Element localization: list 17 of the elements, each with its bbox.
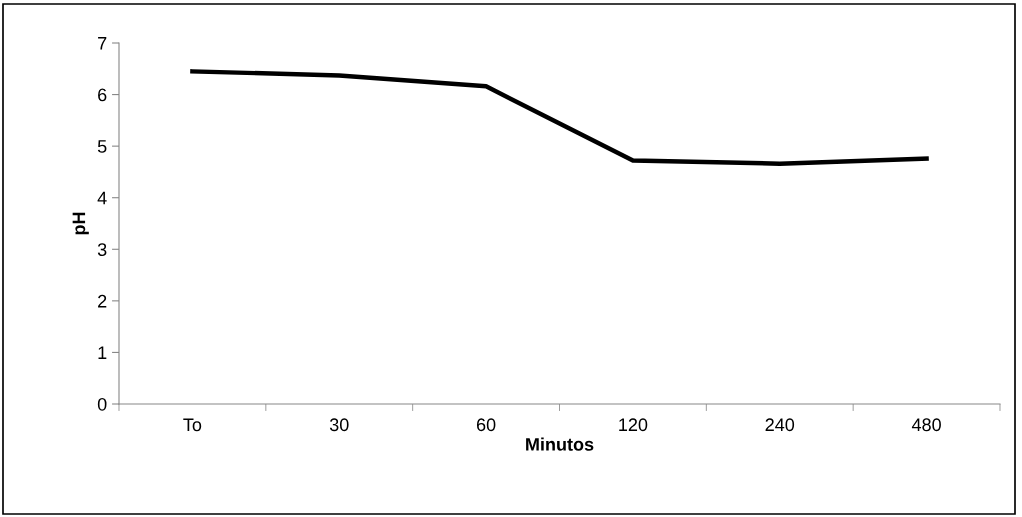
y-tick-label: 6 (98, 88, 107, 102)
x-tick-label: 240 (765, 418, 795, 432)
x-tick-label: 30 (329, 418, 349, 432)
y-tick-label: 5 (97, 140, 107, 153)
y-tick-label: 7 (98, 37, 107, 50)
x-axis-title: Minutos (526, 437, 594, 451)
y-tick-label: 3 (97, 243, 107, 257)
y-tick-label: 0 (97, 397, 107, 411)
x-tick-label: 480 (911, 418, 941, 432)
y-axis-title: pH (72, 212, 89, 235)
x-tick-label: To (183, 418, 202, 432)
y-tick-label: 1 (98, 346, 107, 359)
line-series (190, 69, 929, 166)
y-tick-label: 4 (97, 191, 107, 205)
x-tick-label: 60 (476, 418, 496, 432)
x-tick-label: 120 (619, 418, 648, 432)
y-tick-label: 2 (98, 294, 107, 308)
